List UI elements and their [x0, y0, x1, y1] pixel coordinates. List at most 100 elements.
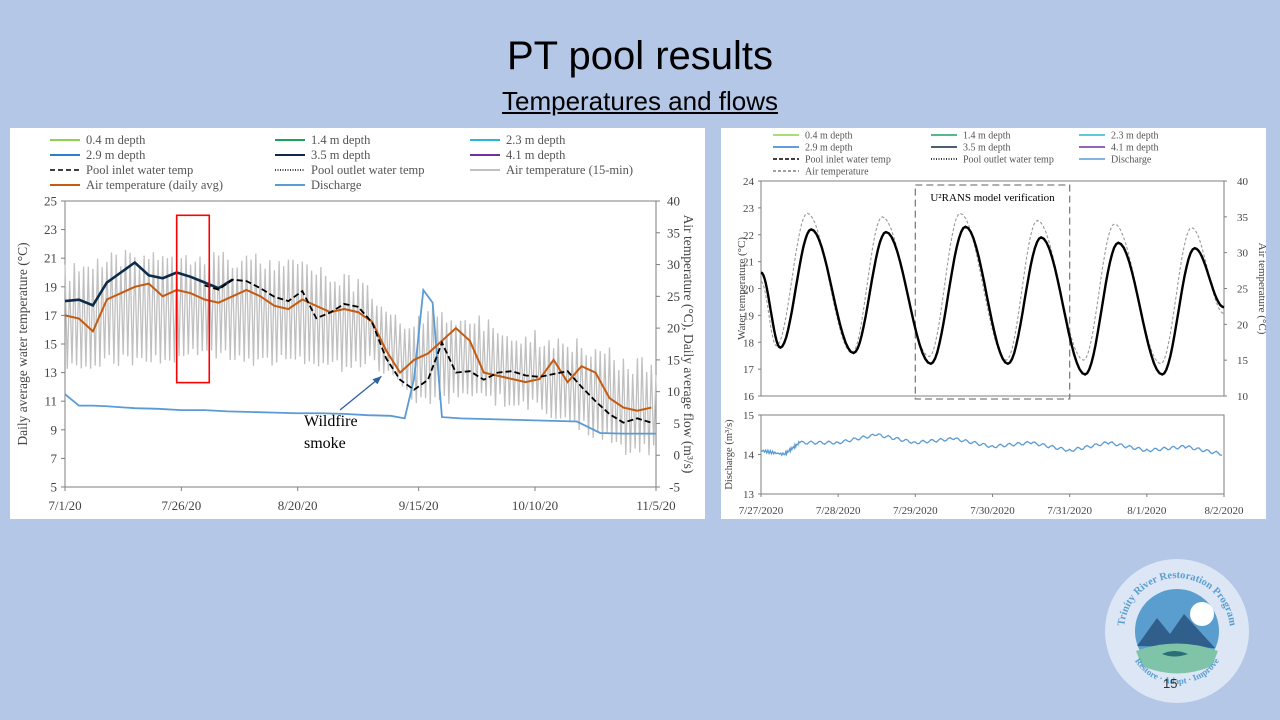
legend-label-discharge: Discharge: [311, 178, 362, 192]
y-tick-label: 17: [44, 308, 58, 323]
y-tick-label: 23: [44, 222, 57, 237]
y2-tick-label: 20: [1237, 319, 1249, 331]
y-tick-label: 13: [44, 365, 57, 380]
discharge-y-tick-label: 13: [743, 489, 755, 501]
legend-label-outlet: Pool outlet water temp: [311, 163, 425, 177]
series-air-temperature: [760, 212, 1225, 365]
x-tick-label: 7/29/2020: [893, 505, 938, 517]
legend-label-d23: 2.3 m depth: [1111, 131, 1159, 142]
slide-subtitle-text: Temperatures and flows: [501, 86, 779, 116]
legend-label-air15: Air temperature (15-min): [506, 163, 633, 177]
y-tick-label: 15: [44, 337, 57, 352]
y2-tick-label: 40: [1237, 176, 1249, 188]
x-tick-label: 7/30/2020: [970, 505, 1015, 517]
x-tick-label: 9/15/20: [399, 498, 439, 513]
y-tick-label: 21: [44, 251, 57, 266]
legend-label-d23: 2.3 m depth: [506, 133, 566, 147]
y2-tick-label: 15: [667, 352, 680, 367]
y-tick-label: 24: [743, 176, 755, 188]
legend-label-d29: 2.9 m depth: [805, 143, 853, 154]
y-tick-label: 7: [51, 451, 58, 466]
verification-window-label: U²RANS model verification: [930, 192, 1055, 204]
highlight-box: [175, 214, 211, 384]
trrp-logo-graphic: Trinity River Restoration Program Restor…: [1105, 559, 1249, 703]
slide-title: PT pool results: [506, 34, 774, 78]
annotation-arrow-head: [372, 376, 382, 385]
legend-label-d35: 3.5 m depth: [963, 143, 1011, 154]
y-tick-label: 5: [51, 480, 58, 495]
y-tick-label: 17: [743, 364, 755, 376]
x-tick-label: 7/28/2020: [816, 505, 861, 517]
y2-tick-label: 30: [667, 257, 680, 272]
y2-tick-label: 25: [667, 289, 680, 304]
right-chart-panel: 0.4 m depth 1.4 m depth 2.3 m depth 2.9 m d…: [721, 128, 1268, 519]
y2-tick-label: 10: [667, 384, 680, 399]
bottom-plot-frame: [760, 414, 1225, 495]
y-tick-label: 18: [743, 337, 755, 349]
trrp-logo: Trinity River Restoration Program Restor…: [1102, 556, 1252, 711]
discharge-y-tick-label: 14: [743, 450, 755, 462]
legend-label-d35: 3.5 m depth: [311, 148, 371, 162]
legend-label-d04: 0.4 m depth: [805, 131, 853, 142]
y2-tick-label: 35: [1237, 212, 1249, 224]
y-tick-label: 16: [743, 391, 755, 403]
series-air-daily-avg: [64, 282, 652, 412]
x-tick-label: 11/5/20: [636, 498, 675, 513]
discharge-y-axis-label: Discharge (m³/s): [724, 419, 735, 490]
x-tick-label: 7/26/20: [161, 498, 201, 513]
annotation-wildfire-line1: Wildfire: [304, 413, 358, 430]
y-tick-label: 22: [743, 230, 754, 242]
y2-tick-label: 20: [667, 321, 680, 336]
y2-tick-label: 35: [667, 225, 680, 240]
y-tick-label: 11: [44, 394, 57, 409]
x-tick-label: 7/31/2020: [1047, 505, 1092, 517]
page-number: 15: [1163, 676, 1178, 691]
legend-label-inlet: Pool inlet water temp: [805, 155, 891, 166]
legend-label-d41: 4.1 m depth: [506, 148, 566, 162]
y-tick-label: 25: [44, 194, 57, 209]
legend-label-air: Air temperature: [805, 167, 869, 178]
y2-tick-label: 30: [1237, 248, 1249, 260]
y-tick-label: 21: [743, 257, 754, 269]
legend-label-d41: 4.1 m depth: [1111, 143, 1159, 154]
left-chart: 0.4 m depth 1.4 m depth 2.3 m depth 2.9 m d…: [15, 133, 696, 513]
y-tick-label: 9: [51, 422, 58, 437]
series-air-15min: [64, 249, 657, 456]
y2-axis-label: Air temperature (°C): [1256, 243, 1266, 335]
y2-tick-label: 15: [1237, 355, 1249, 367]
left-chart-panel: 0.4 m depth 1.4 m depth 2.3 m depth 2.9 m d…: [10, 128, 705, 519]
series-water-temperature: [760, 225, 1225, 376]
y2-tick-label: 10: [1237, 391, 1249, 403]
y-tick-label: 19: [743, 310, 755, 322]
legend-label-d29: 2.9 m depth: [86, 148, 146, 162]
y2-tick-label: 5: [674, 416, 681, 431]
y-axis-label: Daily average water temperature (°C): [15, 242, 30, 445]
slide-subtitle: Temperatures and flows: [0, 86, 1280, 117]
annotation-arrow-line: [339, 375, 382, 411]
x-tick-label: 10/10/20: [512, 498, 558, 513]
legend-label-airavg: Air temperature (daily avg): [86, 178, 223, 192]
right-chart: 0.4 m depth 1.4 m depth 2.3 m depth 2.9 m d…: [724, 131, 1268, 518]
y2-axis-label: Air temperature (°C), Daily average flow…: [681, 215, 696, 474]
legend-label-d14: 1.4 m depth: [963, 131, 1011, 142]
y2-tick-label: 0: [674, 448, 681, 463]
y2-tick-label: -5: [669, 480, 680, 495]
annotation-wildfire-line2: smoke: [304, 435, 346, 452]
y-tick-label: 19: [44, 279, 57, 294]
y2-tick-label: 25: [1237, 284, 1249, 296]
y-axis-label: Water temperature (°C): [736, 237, 748, 340]
series-discharge: [760, 433, 1223, 457]
legend-label-discharge: Discharge: [1111, 155, 1152, 166]
x-tick-label: 7/1/20: [48, 498, 81, 513]
discharge-y-tick-label: 15: [743, 410, 755, 422]
x-tick-label: 7/27/2020: [739, 505, 784, 517]
x-tick-label: 8/1/2020: [1127, 505, 1167, 517]
legend-label-d04: 0.4 m depth: [86, 133, 146, 147]
series-discharge: [64, 287, 656, 435]
y-tick-label: 23: [743, 203, 755, 215]
verification-window-box: [914, 184, 1071, 400]
y-tick-label: 20: [743, 284, 755, 296]
legend-label-outlet: Pool outlet water temp: [963, 155, 1054, 166]
legend-label-d14: 1.4 m depth: [311, 133, 371, 147]
series-pool-inlet: [204, 278, 652, 424]
